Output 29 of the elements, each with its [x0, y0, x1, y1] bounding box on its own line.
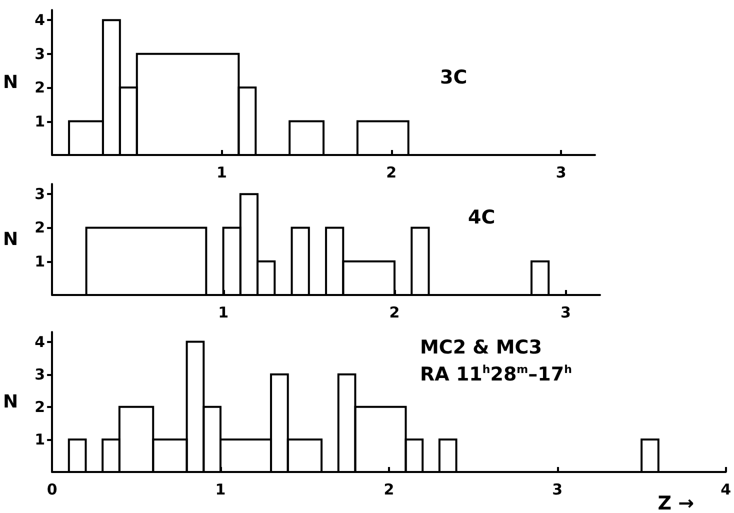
y-tick-label: 2: [34, 398, 46, 416]
x-axis-title: Z →: [658, 492, 694, 513]
y-tick-label: 1: [34, 112, 46, 130]
y-tick-label: 3: [34, 44, 46, 63]
x-tick-label: 2: [384, 480, 394, 498]
y-axis-title: N: [2, 392, 18, 412]
y-tick-label: 4: [34, 11, 46, 30]
x-tick-label: 3: [560, 304, 571, 322]
y-tick-label: 2: [34, 218, 46, 237]
y-tick-label: 2: [34, 78, 46, 97]
x-tick-label: 4: [720, 480, 731, 498]
x-tick-label: 0: [46, 480, 58, 498]
x-tick-label: 1: [215, 480, 226, 498]
y-tick-label: 3: [34, 365, 46, 384]
y-axis-title: N: [2, 72, 18, 93]
y-tick-label: 1: [34, 252, 46, 270]
annotation: 4C: [468, 206, 496, 228]
x-tick-label: 3: [556, 164, 566, 182]
x-tick-label: 2: [389, 304, 400, 322]
y-tick-label: 1: [34, 430, 46, 448]
y-tick-label: 3: [34, 185, 46, 204]
x-tick-label: 1: [218, 304, 229, 322]
x-tick-label: 3: [552, 480, 563, 498]
y-axis-title: N: [2, 229, 18, 250]
x-tick-label: 1: [216, 164, 227, 182]
annotation: 3C: [440, 66, 468, 88]
annotation: MC2 & MC3: [420, 336, 542, 358]
y-tick-label: 4: [34, 332, 46, 351]
x-tick-label: 2: [386, 164, 397, 182]
